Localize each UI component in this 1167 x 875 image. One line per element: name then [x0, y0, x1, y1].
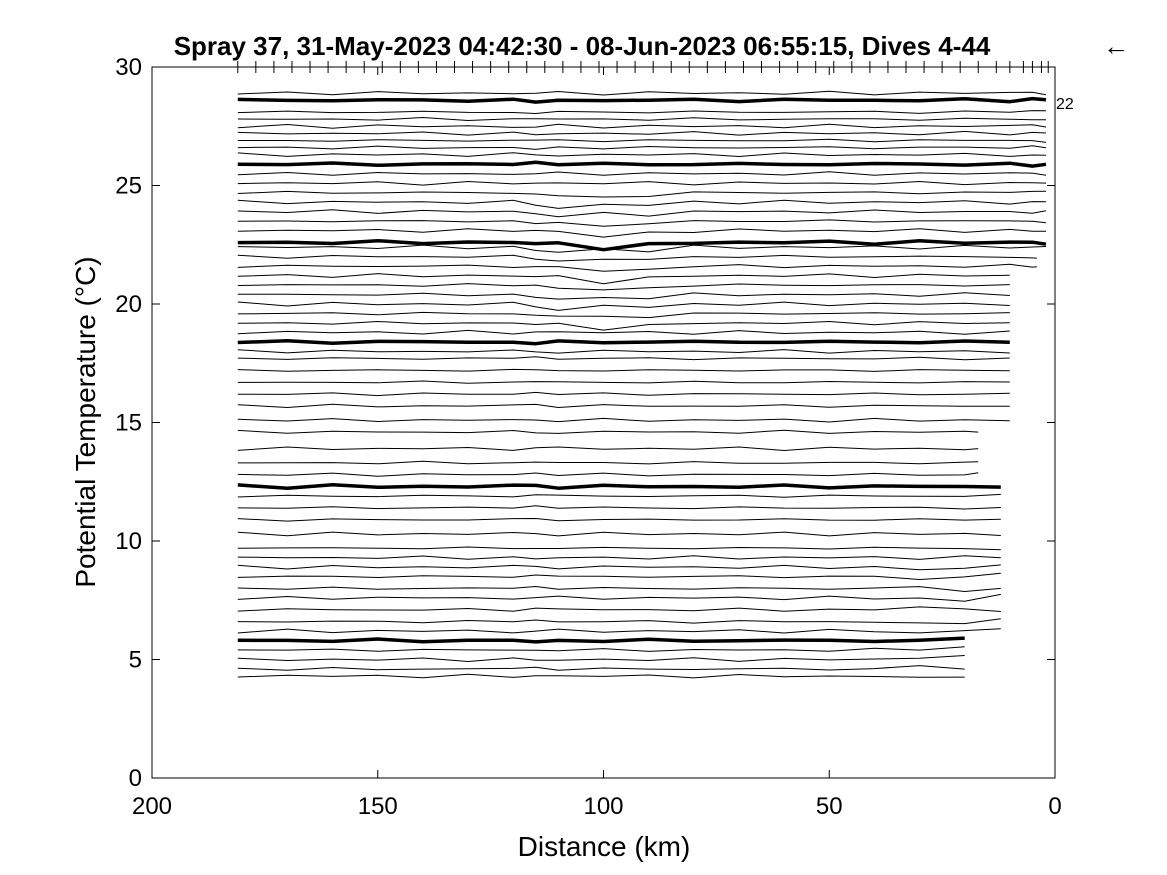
contour-line	[237, 531, 1001, 537]
contour-line	[237, 130, 1047, 136]
contour-line	[237, 546, 1001, 551]
contour-line	[237, 199, 1047, 209]
contour-line	[237, 606, 1001, 612]
contour-line	[237, 505, 1001, 510]
contour-line	[237, 446, 979, 451]
contour-line	[237, 429, 979, 434]
direction-arrow-icon: ←	[1103, 31, 1129, 61]
end-contour-label: 22	[1056, 96, 1074, 113]
contour-line	[237, 138, 1047, 143]
x-axis-ticks: 200 150 100 50 0	[132, 67, 1062, 820]
contour-line	[237, 254, 1037, 262]
contour-line	[237, 117, 1047, 121]
contour-line-bold	[237, 339, 1010, 346]
contour-line	[237, 665, 965, 671]
contour-line	[237, 518, 1001, 522]
contour-line	[237, 90, 1047, 96]
contour-line-bold	[237, 238, 1047, 252]
contour-line	[237, 110, 1047, 114]
contour-line	[237, 171, 1047, 176]
contour-line	[237, 311, 1010, 319]
x-tick-label: 150	[358, 793, 398, 820]
contour-line	[237, 586, 1001, 592]
contour-line	[237, 190, 1047, 198]
x-tick-label: 50	[816, 793, 843, 820]
contour-line	[237, 301, 1010, 311]
contour-line-bold	[237, 96, 1047, 104]
y-tick-label: 5	[129, 647, 142, 674]
contour-line	[237, 417, 1010, 423]
x-tick-label: 100	[583, 793, 623, 820]
contour-line	[237, 244, 1047, 253]
contour-line	[237, 145, 1047, 150]
contour-line-bold	[237, 483, 1001, 491]
contour-line	[237, 329, 1010, 335]
contour-line	[237, 391, 1010, 397]
x-tick-label: 200	[132, 793, 172, 820]
contour-line	[237, 263, 1037, 272]
y-tick-label: 25	[115, 173, 142, 200]
y-axis-label: Potential Temperature (°C)	[70, 256, 101, 587]
x-axis-label: Distance (km)	[518, 831, 691, 862]
y-tick-label: 20	[115, 291, 142, 318]
contour-line	[237, 283, 1010, 291]
contour-line	[237, 356, 1010, 361]
contour-line	[237, 403, 1010, 408]
x-tick-label: 0	[1048, 793, 1061, 820]
y-tick-label: 0	[129, 765, 142, 792]
contour-line	[237, 673, 965, 679]
contour-line	[237, 228, 1046, 238]
contour-line	[237, 646, 965, 652]
y-tick-label: 15	[115, 410, 142, 437]
contour-line	[237, 628, 1001, 634]
contour-line	[237, 152, 1047, 157]
contour-line	[237, 472, 979, 477]
contour-line	[237, 380, 1010, 384]
y-tick-label: 10	[115, 528, 142, 555]
dive-position-ticks	[237, 61, 1049, 73]
contour-line	[237, 368, 1010, 372]
y-tick-label: 30	[115, 54, 142, 81]
contour-line-bold	[237, 636, 965, 644]
plot-area-frame	[151, 66, 1056, 779]
contour-line	[237, 123, 1047, 129]
contour-line	[237, 555, 1001, 560]
contour-line	[237, 349, 1010, 354]
contour-line	[237, 292, 1010, 300]
contour-lines-group	[237, 90, 1047, 679]
y-axis-ticks: 0 5 10 15 20 25 30	[115, 54, 1055, 792]
chart-title: Spray 37, 31-May-2023 04:42:30 - 08-Jun-…	[174, 31, 991, 61]
contour-line	[237, 618, 1001, 625]
contour-line	[237, 572, 1001, 580]
contour-line	[237, 493, 1001, 498]
contour-line	[237, 181, 1047, 186]
contour-line	[237, 460, 979, 465]
contour-line-bold	[237, 160, 1047, 168]
contour-line	[237, 564, 1001, 571]
contour-line	[237, 321, 1010, 331]
contour-line	[237, 655, 965, 662]
contour-line	[237, 273, 1010, 285]
contour-line	[237, 219, 1047, 227]
contour-line	[237, 593, 1001, 602]
contour-line	[237, 209, 1047, 218]
